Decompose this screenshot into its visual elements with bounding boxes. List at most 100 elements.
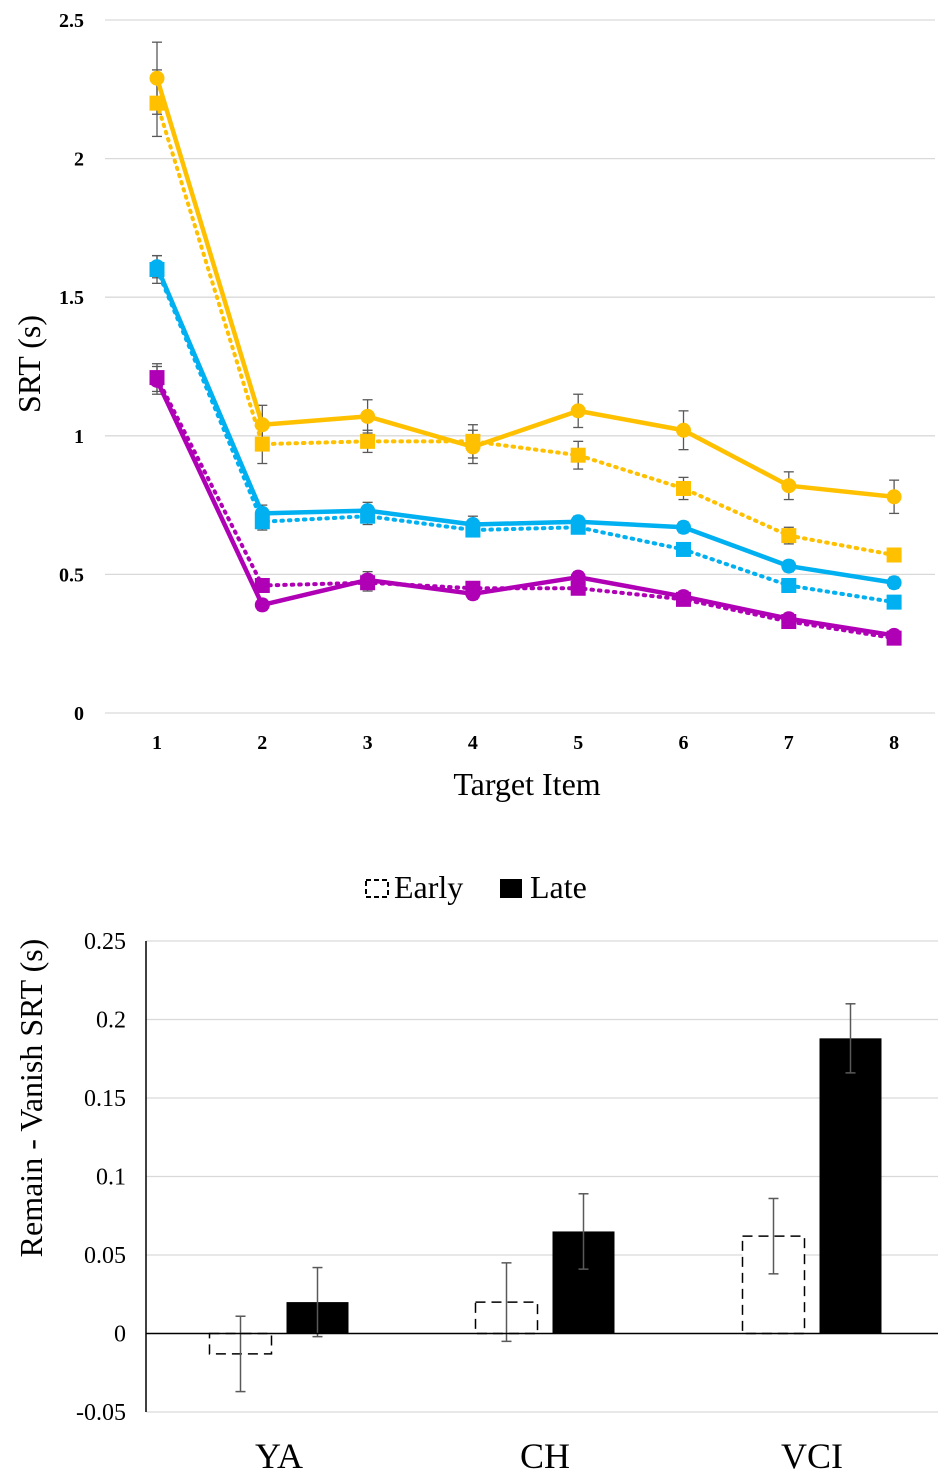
- data-point-square: [676, 591, 691, 607]
- data-point-square: [886, 594, 902, 610]
- bar-gridlines: [146, 940, 938, 1413]
- series-line-solid-4: [154, 379, 895, 638]
- legend-item-early: Early: [365, 869, 463, 905]
- data-point-circle: [676, 519, 691, 535]
- legend-swatch-late: [500, 879, 522, 898]
- data-point-square: [360, 508, 376, 524]
- legend: Early Late: [365, 869, 587, 905]
- bar-late-ya: [286, 1302, 349, 1334]
- category-label: VCI: [781, 1436, 843, 1476]
- legend-label-early: Early: [394, 869, 463, 905]
- series-markers: [149, 70, 902, 646]
- data-point-circle: [570, 403, 586, 419]
- y-axis-title: SRT (s): [11, 315, 47, 413]
- x-tick-label: 5: [573, 732, 583, 754]
- data-point-circle: [149, 70, 165, 86]
- bar-error-bars: [235, 1003, 856, 1393]
- bar-late-vci: [819, 1038, 882, 1334]
- error-bar: [578, 1193, 589, 1270]
- data-point-square: [570, 447, 586, 463]
- data-point-circle: [781, 478, 797, 494]
- data-point-circle: [254, 597, 270, 613]
- data-point-square: [781, 528, 797, 544]
- data-point-square: [254, 514, 270, 530]
- x-tick-label: 8: [889, 732, 899, 754]
- y-tick-label: 0.2: [96, 1008, 126, 1034]
- data-point-circle: [886, 489, 902, 505]
- y-tick-label: 0.25: [84, 929, 126, 955]
- data-point-square: [781, 577, 797, 593]
- bar-late-ch: [552, 1231, 615, 1334]
- data-point-square: [570, 519, 586, 535]
- y-tick-label: 0: [74, 703, 84, 725]
- y-tick-label: 0: [114, 1322, 126, 1348]
- bars: [208, 1038, 882, 1355]
- data-point-circle: [676, 422, 691, 438]
- data-point-square: [465, 522, 481, 538]
- error-bar: [501, 1262, 512, 1343]
- gridlines: [105, 19, 935, 714]
- error-bar: [845, 1003, 856, 1074]
- series-line-dotted-1: [155, 101, 897, 557]
- bar-y-axis-title: Remain - Vanish SRT (s): [13, 939, 49, 1258]
- y-tick-labels: 0 0.5 1 1.5 2 2.5: [59, 10, 84, 725]
- x-tick-label: 4: [468, 732, 478, 754]
- data-point-square: [886, 547, 902, 563]
- error-bar: [312, 1266, 323, 1338]
- data-point-square: [570, 580, 586, 596]
- bar-category-labels: YA CH VCI: [255, 1436, 843, 1476]
- y-tick-label: 1.5: [59, 287, 84, 309]
- series-line-dotted-3: [155, 267, 897, 605]
- x-tick-label: 1: [152, 732, 162, 754]
- series-line-solid-2: [154, 265, 895, 585]
- data-point-square: [360, 433, 376, 449]
- error-bar: [235, 1315, 246, 1393]
- data-point-circle: [360, 408, 376, 424]
- data-point-square: [149, 95, 165, 111]
- y-tick-label: 0.15: [84, 1086, 126, 1112]
- error-bar: [768, 1197, 779, 1275]
- data-point-square: [149, 370, 165, 386]
- error-bars: [152, 41, 900, 642]
- x-axis-title: Target Item: [453, 766, 600, 802]
- line-chart: 0 0.5 1 1.5 2 2.5 1 2 3 4 5 6 7 8 Target Item SRT (s…: [11, 10, 935, 802]
- x-tick-label: 3: [363, 732, 373, 754]
- series-line-dotted-5: [155, 375, 897, 641]
- legend-label-late: Late: [530, 869, 587, 905]
- data-point-square: [781, 614, 797, 630]
- y-tick-label: 0.5: [59, 564, 84, 586]
- bar-axes: [145, 941, 938, 1412]
- data-point-square: [360, 575, 376, 591]
- bar-early-ch: [474, 1301, 539, 1335]
- y-tick-label: -0.05: [76, 1400, 126, 1426]
- y-tick-label: 2: [74, 149, 84, 171]
- bar-y-tick-labels: -0.05 0 0.05 0.1 0.15 0.2 0.25: [76, 929, 126, 1426]
- y-tick-label: 0.05: [84, 1243, 126, 1269]
- category-label: CH: [520, 1436, 570, 1476]
- bar-early-ya: [208, 1332, 273, 1355]
- bar-early-vci: [741, 1235, 806, 1335]
- data-point-square: [149, 261, 165, 277]
- y-tick-label: 2.5: [59, 10, 84, 32]
- data-point-square: [886, 630, 902, 646]
- data-point-square: [676, 541, 691, 557]
- data-point-square: [254, 436, 270, 452]
- x-tick-labels: 1 2 3 4 5 6 7 8: [152, 732, 899, 754]
- x-tick-label: 2: [257, 732, 267, 754]
- y-tick-label: 0.1: [96, 1165, 126, 1191]
- category-label: YA: [255, 1436, 303, 1476]
- data-point-square: [676, 480, 691, 496]
- y-tick-label: 1: [74, 426, 84, 448]
- legend-item-late: Late: [500, 869, 587, 905]
- series-lines: [154, 77, 897, 641]
- legend-swatch-early: [365, 879, 389, 898]
- data-point-square: [254, 577, 270, 593]
- data-point-circle: [886, 575, 902, 591]
- data-point-circle: [254, 417, 270, 433]
- data-point-square: [465, 580, 481, 596]
- x-tick-label: 7: [784, 732, 794, 754]
- data-point-circle: [781, 558, 797, 574]
- data-point-square: [465, 433, 481, 449]
- series-line-solid-0: [154, 77, 895, 500]
- x-tick-label: 6: [679, 732, 689, 754]
